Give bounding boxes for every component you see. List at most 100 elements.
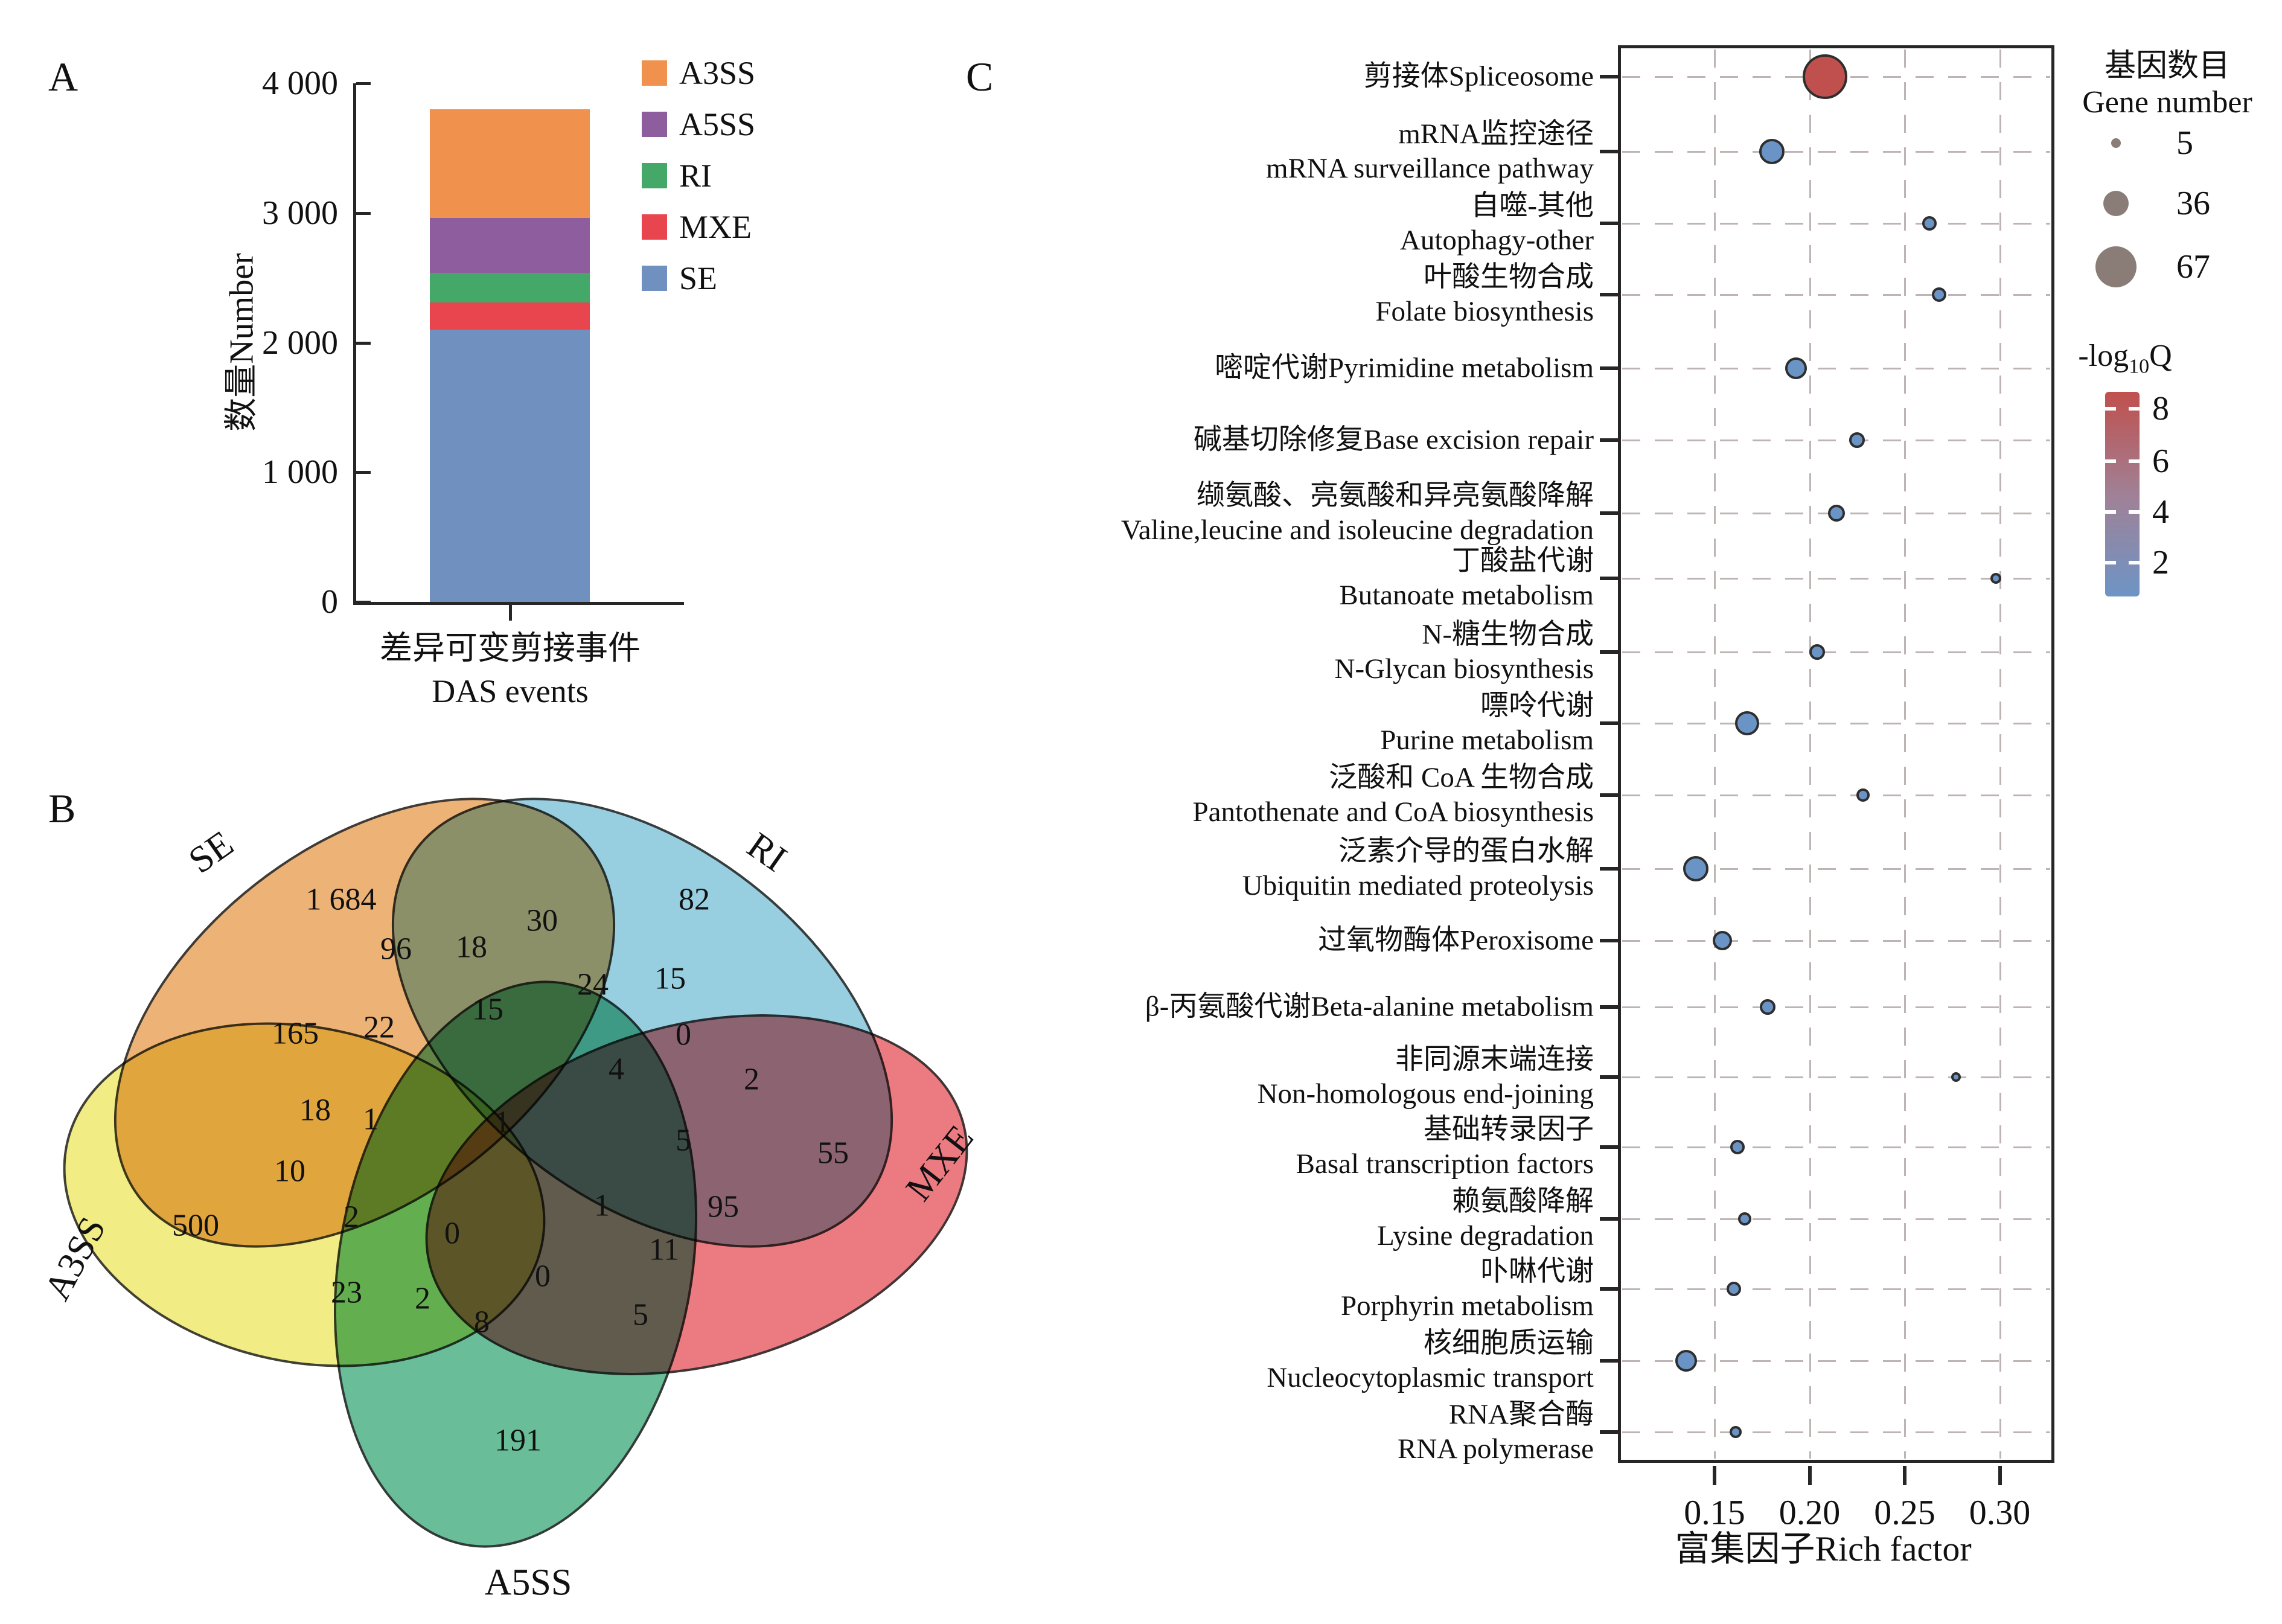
bubble-y-tick — [1600, 1145, 1618, 1149]
venn-region-count: 5 — [633, 1297, 648, 1332]
colorbar-tick-right — [2129, 510, 2140, 514]
bubble-y-tick — [1600, 650, 1618, 654]
venn-set-label-ri: RI — [740, 824, 794, 880]
colorbar-tick-left — [2105, 510, 2116, 514]
pathway-label-zh: 嘌呤代谢 — [1480, 690, 1594, 721]
bar-y-tick-label: 1 000 — [262, 453, 338, 491]
venn-region-count: 15 — [654, 961, 686, 996]
pathway-label-text: β-丙氨酸代谢Beta-alanine metabolism — [1145, 991, 1594, 1023]
pathway-label: 非同源末端连接 Non-homologous end-joining — [1258, 1043, 1594, 1111]
pathway-label: 泛酸和 CoA 生物合成 Pantothenate and CoA biosynt… — [1193, 761, 1594, 830]
pathway-label-zh: 丁酸盐代谢 — [1452, 545, 1594, 577]
gene-number-legend-dot — [2103, 191, 2129, 216]
legend-swatch-a5ss — [642, 112, 667, 137]
venn-region-count: 165 — [272, 1016, 319, 1051]
bubble-point — [1730, 1140, 1745, 1154]
bubble-y-tick — [1600, 511, 1618, 515]
gene-number-legend-title-zh: 基因数目 — [2104, 49, 2230, 83]
pathway-label-en: Basal transcription factors — [1296, 1148, 1594, 1180]
bar-y-axis-title: 数量Number — [223, 253, 261, 432]
bar-y-tick-label: 0 — [321, 583, 338, 621]
bubble-point — [1712, 931, 1732, 950]
pathway-label-zh: 赖氨酸降解 — [1452, 1186, 1594, 1217]
pathway-label: 卟啉代谢 Porphyrin metabolism — [1341, 1255, 1594, 1323]
pathway-label: 剪接体Spliceosome — [1364, 60, 1594, 94]
bar-y-tick — [356, 341, 371, 345]
gene-number-legend-dot — [2095, 246, 2137, 287]
venn-region-count: 0 — [535, 1259, 551, 1294]
colorbar-tick-label: 2 — [2152, 544, 2169, 581]
bubble-hgridline — [1622, 578, 2050, 580]
bubble-point — [1734, 711, 1759, 735]
pathway-label-zh: N-糖生物合成 — [1422, 619, 1594, 650]
bubble-y-tick — [1600, 1430, 1618, 1434]
bubble-point — [1726, 1282, 1741, 1296]
pathway-label-en: Butanoate metabolism — [1339, 580, 1594, 611]
venn-region-count: 18 — [299, 1093, 331, 1128]
bubble-y-tick — [1600, 150, 1618, 153]
bubble-hgridline — [1622, 940, 2050, 942]
pathway-label-en: mRNA surveillance pathway — [1266, 153, 1594, 184]
pathway-label: 自噬-其他 Autophagy-other — [1400, 189, 1594, 258]
colorbar-tick-label: 6 — [2152, 443, 2169, 480]
bubble-y-tick — [1600, 438, 1618, 442]
bar-segment-a5ss — [430, 218, 590, 273]
venn-region-count: 15 — [472, 992, 503, 1027]
colorbar-gradient — [2105, 392, 2140, 596]
pathway-label-zh: RNA聚合酶 — [1448, 1399, 1594, 1430]
bar-x-tick-label-en: DAS events — [432, 673, 589, 709]
bubble-hgridline — [1622, 151, 2050, 153]
bubble-hgridline — [1622, 1288, 2050, 1290]
venn-region-count: 1 — [594, 1188, 610, 1223]
bar-y-tick-label: 4 000 — [262, 65, 338, 102]
venn-set-label-se: SE — [181, 822, 241, 882]
venn-region-count: 22 — [363, 1010, 395, 1045]
pathway-label-zh: 基础转录因子 — [1424, 1114, 1594, 1145]
bubble-y-tick — [1600, 293, 1618, 296]
bubble-y-tick — [1600, 721, 1618, 725]
bubble-hgridline — [1622, 368, 2050, 369]
venn-region-count: 4 — [609, 1052, 624, 1087]
colorbar-tick-right — [2129, 407, 2140, 411]
gene-number-legend-title: 基因数目 Gene number — [2053, 48, 2282, 121]
venn-region-count: 23 — [331, 1275, 362, 1310]
pathway-label: β-丙氨酸代谢Beta-alanine metabolism — [1145, 990, 1594, 1025]
bubble-y-tick — [1600, 577, 1618, 580]
panel-b-label: B — [48, 785, 76, 831]
pathway-label: 嘧啶代谢Pyrimidine metabolism — [1215, 351, 1594, 386]
venn-region-count: 191 — [494, 1423, 542, 1458]
bubble-point — [1827, 505, 1845, 522]
colorbar-tick-right — [2129, 459, 2140, 463]
legend-label-a3ss: A3SS — [679, 55, 756, 91]
legend-swatch-se — [642, 266, 667, 291]
bubble-x-tick-label: 0.25 — [1874, 1492, 1935, 1532]
venn-region-count: 96 — [380, 932, 412, 967]
venn-set-label-a5ss: A5SS — [484, 1562, 572, 1603]
pathway-label-zh: 叶酸生物合成 — [1424, 261, 1594, 293]
bar-x-axis-line — [353, 602, 684, 605]
bar-y-tick — [356, 601, 371, 604]
pathway-label: 泛素介导的蛋白水解 Ubiquitin mediated proteolysis — [1242, 834, 1594, 903]
pathway-label-en: Non-homologous end-joining — [1257, 1078, 1594, 1110]
legend-swatch-ri — [642, 163, 667, 188]
colorbar-tick-right — [2129, 561, 2140, 564]
bar-y-axis-line — [353, 83, 356, 605]
bubble-x-tick — [1713, 1466, 1716, 1485]
bar-segment-se — [430, 330, 590, 602]
pathway-label-text: 碱基切除修复Base excision repair — [1193, 424, 1594, 456]
pathway-label-en: RNA polymerase — [1397, 1433, 1594, 1465]
pathway-label-zh: 泛酸和 CoA 生物合成 — [1329, 762, 1594, 793]
colorbar-tick-label: 4 — [2152, 493, 2169, 531]
bubble-hgridline — [1622, 1218, 2050, 1220]
venn-region-count: 5 — [676, 1123, 691, 1158]
bubble-point — [1922, 216, 1937, 231]
bubble-x-tick — [1998, 1466, 2002, 1485]
bubble-point — [1683, 856, 1708, 881]
legend-label-se: SE — [679, 260, 718, 296]
bubble-hgridline — [1622, 723, 2050, 724]
pathway-label-en: Purine metabolism — [1380, 724, 1594, 756]
venn-region-count: 2 — [344, 1200, 359, 1235]
venn-region-count: 1 — [363, 1102, 379, 1137]
pathway-label: 碱基切除修复Base excision repair — [1194, 423, 1594, 458]
